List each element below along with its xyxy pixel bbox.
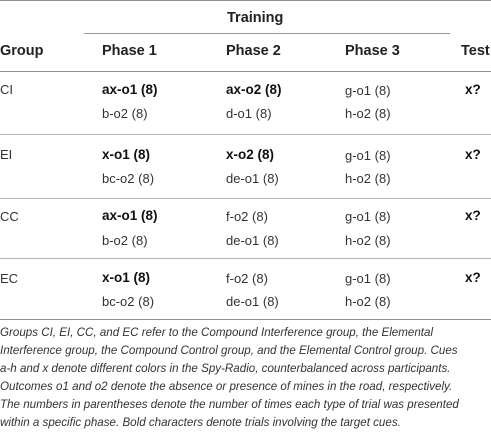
test-cell: x? xyxy=(465,270,481,285)
table-cell: h-o2 (8) xyxy=(345,294,391,309)
footnote-line: Interference group, the Compound Control… xyxy=(0,344,458,357)
footnote-line: Groups CI, EI, CC, and EC refer to the C… xyxy=(0,326,434,339)
test-cell: x? xyxy=(465,208,481,223)
footnote-line: Outcomes o1 and o2 denote the absence or… xyxy=(0,380,453,393)
table-cell: h-o2 (8) xyxy=(345,171,391,186)
phase3-column-header: Phase 3 xyxy=(345,43,400,59)
table-cell: h-o2 (8) xyxy=(345,106,391,121)
table-cell: b-o2 (8) xyxy=(102,106,148,121)
group-divider xyxy=(0,258,491,259)
group-name: EC xyxy=(0,271,19,286)
group-divider xyxy=(0,134,491,135)
table-cell: g-o1 (8) xyxy=(345,148,391,163)
table-cell: x-o1 (8) xyxy=(102,270,151,285)
training-header: Training xyxy=(227,10,284,26)
table-cell: b-o2 (8) xyxy=(102,233,148,248)
group-column-header: Group xyxy=(0,43,44,59)
table-cell: ax-o1 (8) xyxy=(102,208,158,223)
table-cell: h-o2 (8) xyxy=(345,233,391,248)
training-span-rule xyxy=(84,33,450,34)
table-cell: de-o1 (8) xyxy=(226,233,279,248)
group-name: CI xyxy=(0,82,13,97)
header-bottom-rule xyxy=(0,71,491,72)
phase2-column-header: Phase 2 xyxy=(226,43,281,59)
footnote-line: within a specific phase. Bold characters… xyxy=(0,416,401,429)
table-cell: ax-o1 (8) xyxy=(102,82,158,97)
table-bottom-rule xyxy=(0,319,491,320)
footnote-line: a-h and x denote different colors in the… xyxy=(0,362,451,375)
table-cell: bc-o2 (8) xyxy=(102,171,155,186)
table-cell: x-o1 (8) xyxy=(102,147,151,162)
table-cell: bc-o2 (8) xyxy=(102,294,155,309)
table-cell: f-o2 (8) xyxy=(226,271,268,286)
table-cell: de-o1 (8) xyxy=(226,294,279,309)
test-cell: x? xyxy=(465,147,481,162)
table-cell: ax-o2 (8) xyxy=(226,82,282,97)
table-cell: g-o1 (8) xyxy=(345,271,391,286)
group-name: EI xyxy=(0,147,13,162)
group-name: CC xyxy=(0,209,19,224)
table-cell: g-o1 (8) xyxy=(345,209,391,224)
table-top-rule xyxy=(0,0,491,1)
test-cell: x? xyxy=(465,82,481,97)
phase1-column-header: Phase 1 xyxy=(102,43,157,59)
table-cell: f-o2 (8) xyxy=(226,209,268,224)
test-column-header: Test xyxy=(461,43,490,59)
group-divider xyxy=(0,198,491,199)
table-cell: d-o1 (8) xyxy=(226,106,272,121)
footnote-line: The numbers in parentheses denote the nu… xyxy=(0,398,459,411)
table-cell: x-o2 (8) xyxy=(226,147,275,162)
table-cell: g-o1 (8) xyxy=(345,83,391,98)
table-footnote: Groups CI, EI, CC, and EC refer to the C… xyxy=(0,324,491,432)
table-cell: de-o1 (8) xyxy=(226,171,279,186)
